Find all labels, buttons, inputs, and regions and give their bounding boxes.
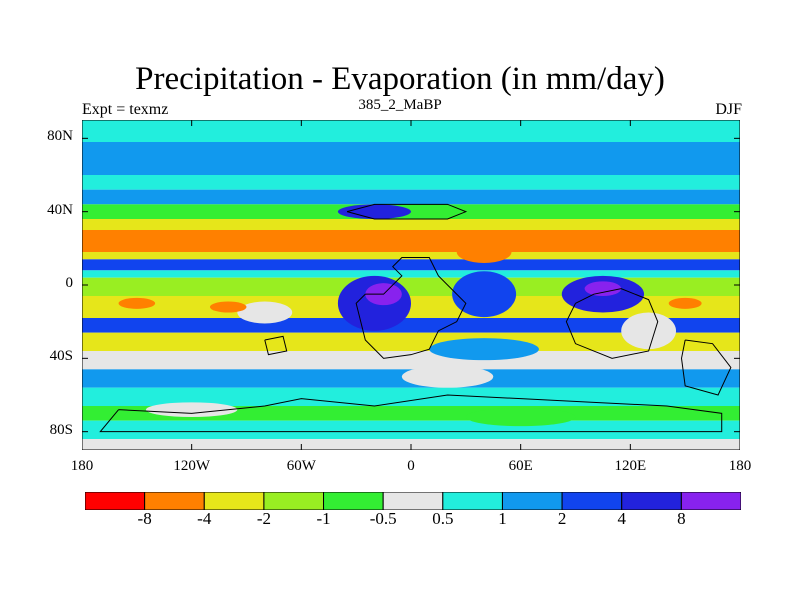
map-band-1	[82, 142, 740, 175]
map-band-14	[82, 351, 740, 370]
map-field-patch-14	[145, 402, 238, 417]
map-field-patch-16	[365, 231, 457, 251]
map-band-12	[82, 318, 740, 333]
map-band-17	[82, 406, 740, 421]
map-field-patch-7	[621, 312, 677, 350]
colorbar-label: 1	[498, 509, 507, 528]
map-band-0	[82, 120, 740, 142]
colorbar-swatch-8	[561, 492, 623, 510]
map-field-patch-15	[456, 241, 512, 263]
x-tick-label: 60E	[508, 458, 533, 474]
colorbar-label: 0.5	[432, 509, 454, 528]
x-tick-label: 180	[728, 458, 752, 474]
map-band-9	[82, 270, 740, 278]
map-band-8	[82, 259, 740, 271]
map-ticks	[82, 120, 740, 450]
map-title: Precipitation - Evaporation (in mm/day)	[135, 61, 665, 97]
y-tick-label: 40N	[47, 201, 73, 218]
y-tick-label: 80S	[49, 421, 73, 438]
colorbar-swatch-5	[382, 492, 444, 510]
coastline-3	[264, 335, 288, 356]
map-field-patch-10	[668, 297, 702, 309]
coastline-1	[346, 203, 468, 220]
map-field-patch-1	[237, 301, 293, 324]
experiment-label: Expt = texmz	[82, 101, 169, 118]
colorbar-swatch-4	[323, 492, 384, 510]
colorbar-swatch-7	[501, 492, 563, 510]
colorbar-swatch-9	[621, 492, 682, 510]
map-field-patch-11	[429, 338, 539, 361]
colorbar-swatch-3	[263, 492, 325, 510]
x-tick-label: 120W	[173, 458, 210, 474]
coastline-4	[99, 394, 723, 433]
colorbar-swatch-2	[203, 492, 265, 510]
map-blobs	[118, 204, 702, 427]
colorbar	[85, 492, 741, 510]
colorbar-label: 8	[677, 509, 686, 528]
map-band-13	[82, 332, 740, 351]
colorbar-label: -1	[316, 509, 331, 528]
map-field-patch-8	[209, 301, 247, 313]
x-tick-label: 120E	[614, 458, 647, 474]
x-tick-label: 60W	[286, 458, 316, 474]
coastline-contours	[99, 203, 732, 433]
colorbar-label: -4	[197, 509, 212, 528]
y-tick-label: 0	[65, 275, 74, 291]
coastline-0	[355, 257, 467, 359]
period-label: 385_2_MaBP	[358, 97, 442, 113]
map-band-7	[82, 252, 740, 260]
map-field-patch-13	[465, 407, 576, 427]
colorbar-swatch-6	[442, 492, 503, 510]
season-label: DJF	[715, 101, 742, 118]
precipitation-map	[82, 120, 740, 450]
map-band-5	[82, 219, 740, 230]
colorbar-label: 2	[557, 509, 567, 528]
colorbar-label: -0.5	[369, 509, 397, 528]
y-tick-label: 80N	[47, 128, 73, 145]
colorbar-swatch-1	[144, 492, 205, 510]
map-band-3	[82, 189, 740, 205]
y-tick-label: 40S	[49, 348, 73, 365]
map-band-18	[82, 420, 740, 439]
map-field-patch-6	[584, 281, 622, 296]
map-field-patch-0	[337, 204, 411, 219]
coastline-5	[681, 339, 732, 396]
colorbar-swatch-0	[85, 492, 146, 510]
colorbar-label: 4	[617, 509, 626, 528]
colorbar-swatch-10	[680, 492, 741, 510]
map-field-patch-4	[452, 271, 517, 318]
colorbar-label: -2	[256, 509, 271, 528]
map-field-patch-9	[118, 297, 156, 309]
map-field-patch-12	[401, 365, 494, 388]
colorbar-label: -8	[137, 509, 152, 528]
x-tick-label: 0	[407, 458, 415, 474]
coastline-2	[565, 288, 659, 359]
x-tick-label: 180	[70, 458, 94, 474]
map-band-2	[82, 175, 740, 190]
